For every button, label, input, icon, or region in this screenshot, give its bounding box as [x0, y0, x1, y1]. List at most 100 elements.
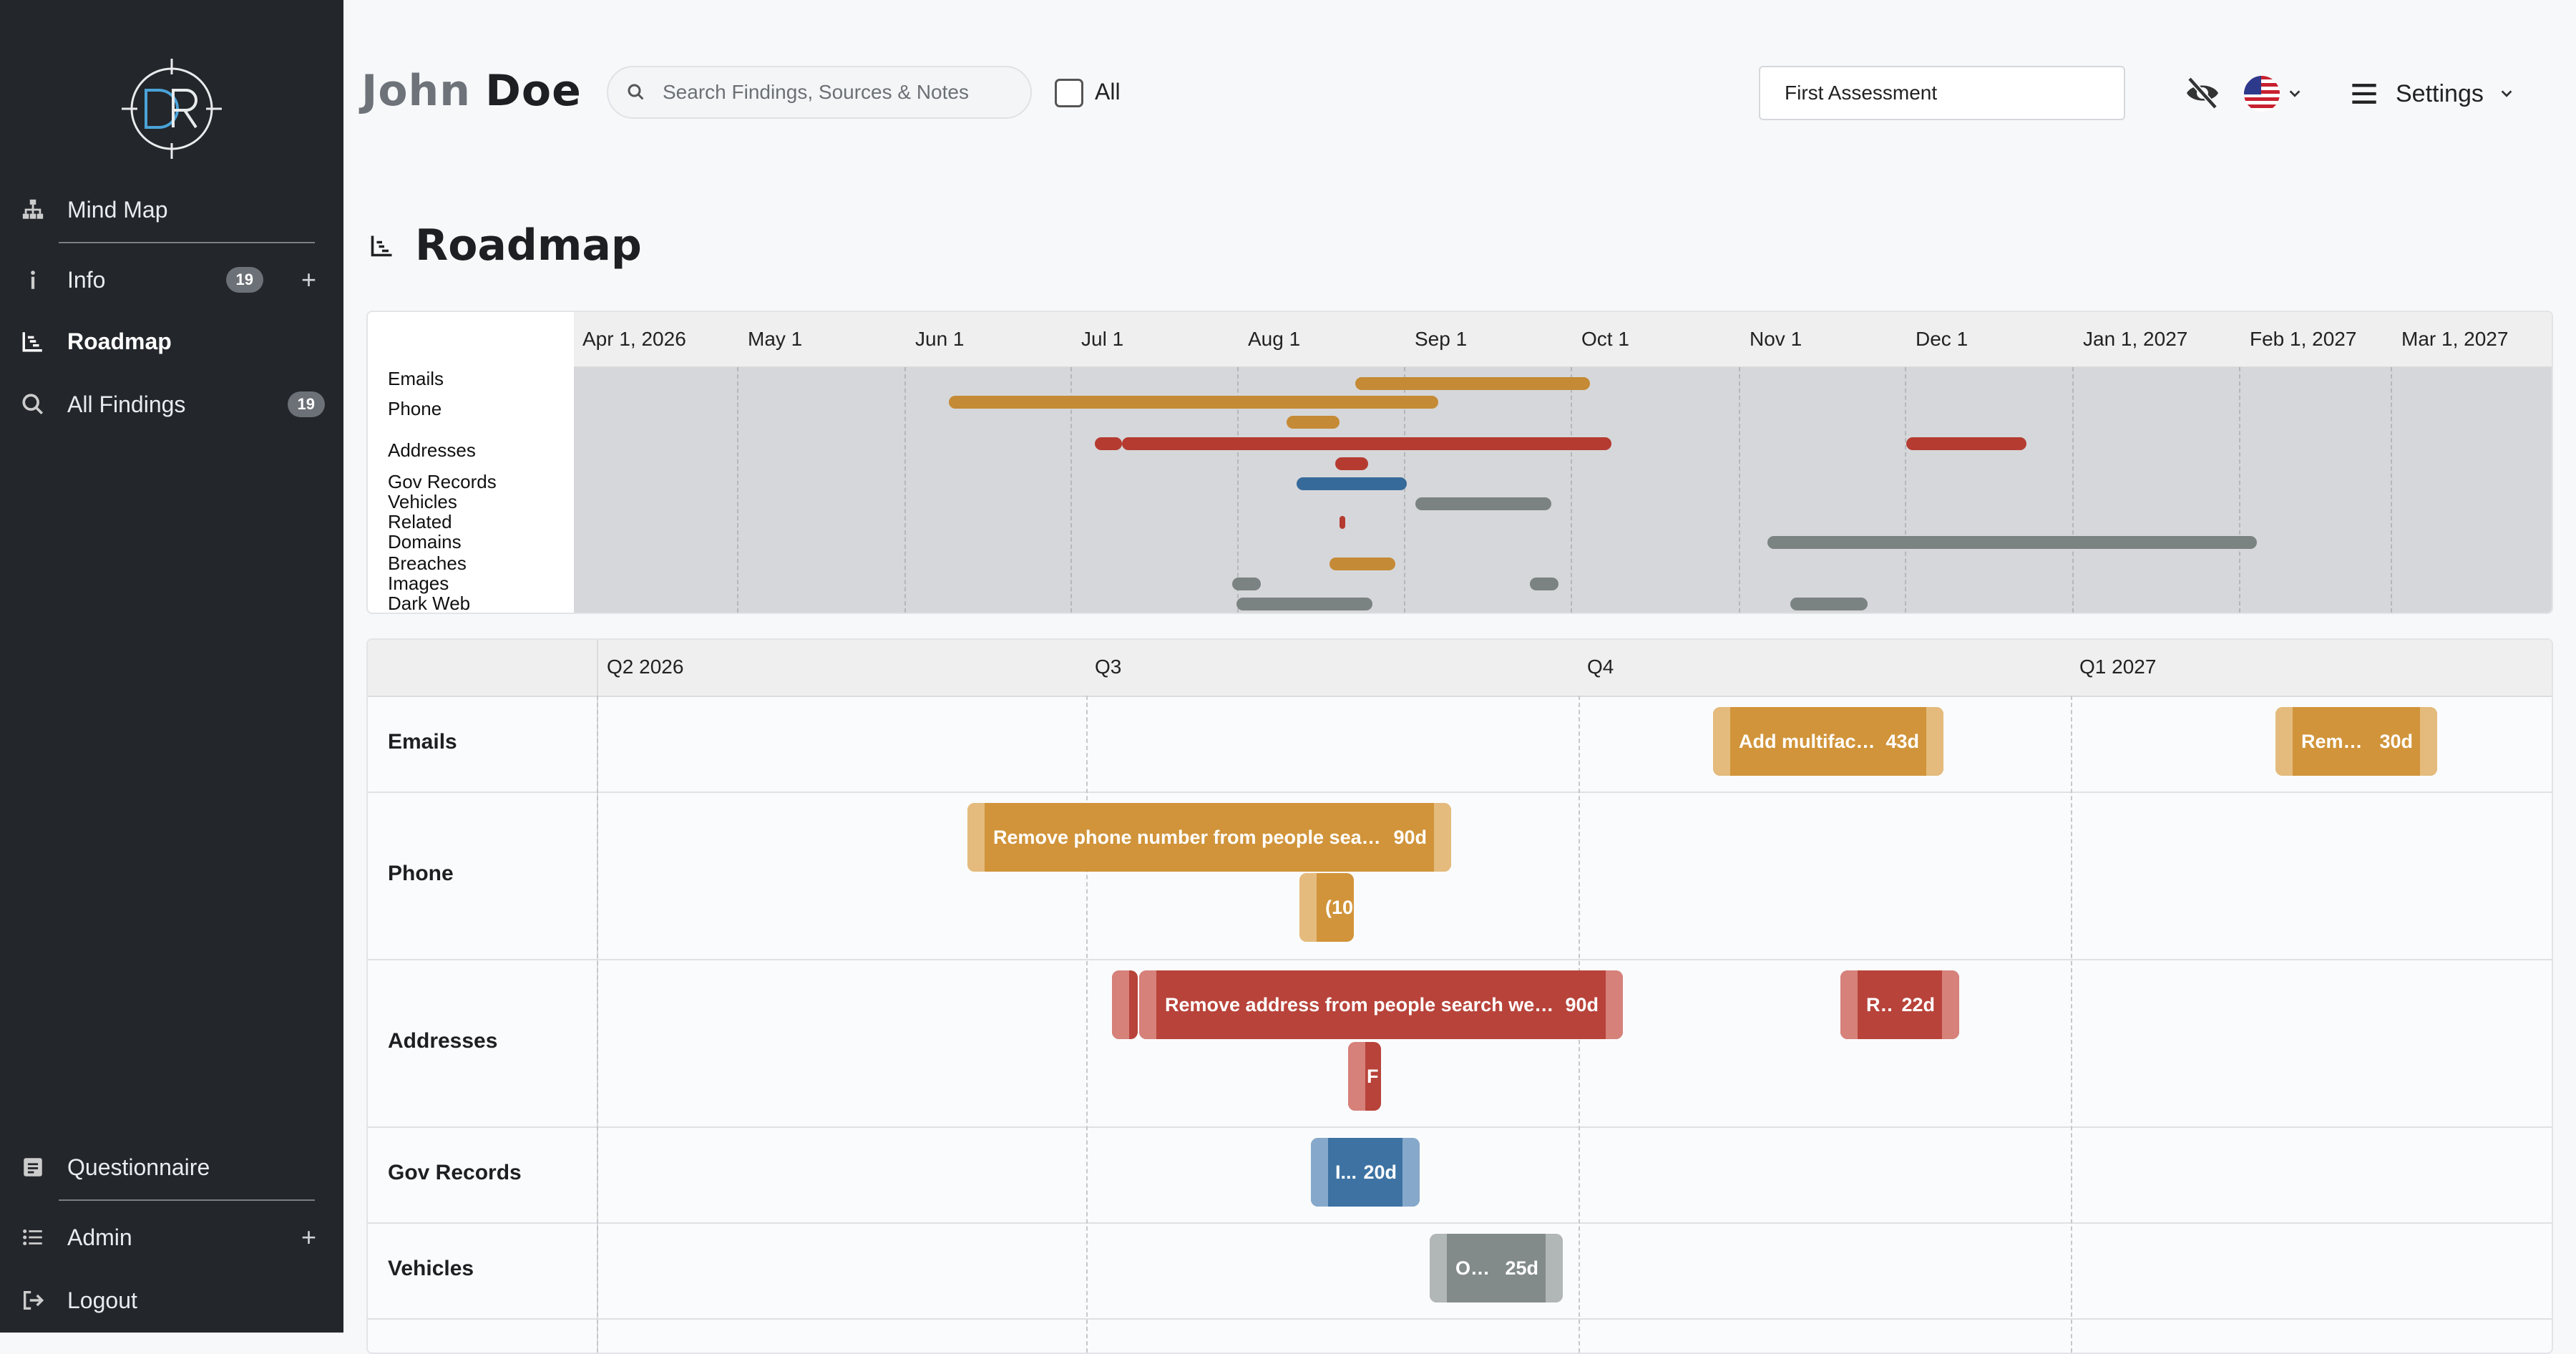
task-bar-vehicles[interactable]: Op... 25d	[1430, 1234, 1563, 1302]
quarter-gridline	[2071, 696, 2072, 1353]
task-label: F	[1367, 1065, 1379, 1087]
nav-logout[interactable]: Logout	[19, 1278, 325, 1323]
gantt-row-gov-records: Gov Records	[368, 1126, 2552, 1224]
info-count-badge: 19	[225, 267, 263, 293]
nav-mind-map[interactable]: Mind Map	[19, 187, 325, 232]
settings-menu[interactable]: Settings	[2350, 74, 2484, 113]
gridline	[2239, 367, 2240, 613]
gridline	[904, 367, 906, 613]
row-label: Addresses	[388, 1029, 498, 1053]
overview-bar-dark-web[interactable]	[1236, 598, 1372, 610]
nav-label: Mind Map	[67, 196, 168, 223]
assessment-select[interactable]: First Assessment	[1759, 66, 2125, 120]
task-duration: 90d	[1393, 826, 1427, 848]
nav-label: Logout	[67, 1287, 137, 1313]
nav-divider	[59, 242, 315, 243]
task-duration: 43d	[1885, 730, 1919, 752]
nav-label: Info	[67, 266, 106, 293]
row-label: Vehicles	[388, 1257, 474, 1280]
task-bar-addresses[interactable]: R... 22d	[1840, 970, 1959, 1039]
nav-all-findings[interactable]: All Findings 19	[19, 382, 325, 427]
findings-count-badge: 19	[287, 391, 325, 417]
gridline	[2391, 367, 2392, 613]
chevron-down-icon[interactable]	[2499, 86, 2514, 102]
overview-bar-phone[interactable]	[1287, 416, 1340, 429]
first-name: John	[361, 66, 471, 116]
overview-bar-emails[interactable]	[1355, 377, 1590, 390]
row-label: Gov Records	[388, 1161, 522, 1184]
overview-category-label: Domains	[388, 531, 462, 552]
overview-bar-related[interactable]	[1340, 516, 1345, 529]
task-label: Remove address from people search web...	[1165, 993, 1557, 1016]
task-bar-phone[interactable]: Remove phone number from people searc...…	[967, 803, 1451, 872]
task-duration: 25d	[1505, 1257, 1538, 1279]
gridline	[1571, 367, 1572, 613]
sitemap-icon	[19, 195, 47, 224]
overview-bar-phone[interactable]	[949, 396, 1438, 409]
task-bar-addresses[interactable]: Remove address from people search web...…	[1139, 970, 1623, 1039]
overview-bar-images[interactable]	[1232, 578, 1261, 590]
task-bar-gov-records[interactable]: I... 20d	[1311, 1138, 1420, 1207]
overview-category-label: Breaches	[388, 552, 467, 574]
quarter-label: Q1 2027	[2079, 656, 2157, 678]
overview-bar-vehicles[interactable]	[1415, 497, 1551, 510]
dr-logo	[122, 59, 222, 159]
eye-slash-icon[interactable]	[2184, 76, 2221, 110]
overview-category-label: Phone	[388, 398, 442, 419]
overview-bar-gov-records[interactable]	[1297, 477, 1407, 490]
task-duration: 22d	[1901, 993, 1935, 1016]
list-icon	[19, 1223, 47, 1252]
gridline	[1739, 367, 1740, 613]
overview-category-label: Emails	[388, 368, 444, 389]
task-bar-addresses[interactable]	[1112, 970, 1138, 1039]
settings-label: Settings	[2396, 79, 2484, 107]
month-label: Apr 1, 2026	[582, 328, 686, 350]
form-icon	[19, 1153, 47, 1182]
task-bar-emails[interactable]: Remo... 30d	[2275, 707, 2437, 776]
nav-info[interactable]: Info 19 +	[19, 258, 325, 302]
sidebar: Mind Map Info 19 + Roadmap All Findings …	[0, 0, 343, 1333]
gantt-row-emails: Emails	[368, 696, 2552, 793]
overview-timeline: Apr 1, 2026 May 1 Jun 1 Jul 1 Aug 1 Sep …	[366, 311, 2553, 614]
month-label: Dec 1	[1916, 328, 1968, 350]
nav-roadmap[interactable]: Roadmap	[19, 319, 325, 364]
task-bar-phone[interactable]: (10	[1299, 873, 1354, 942]
nav-questionnaire[interactable]: Questionnaire	[19, 1145, 325, 1189]
logout-icon	[19, 1286, 47, 1315]
info-icon	[19, 266, 47, 294]
quarter-gridline	[1086, 696, 1088, 1353]
add-info-button[interactable]: +	[301, 265, 316, 294]
gridline	[1404, 367, 1405, 613]
overview-bar-addresses[interactable]	[1122, 437, 1611, 450]
row-label: Phone	[388, 862, 454, 885]
nav-label: All Findings	[67, 391, 186, 417]
overview-category-label: Images	[388, 573, 449, 594]
page-title: Roadmap	[369, 220, 642, 271]
task-label: I...	[1335, 1161, 1357, 1183]
overview-bar-addresses[interactable]	[1906, 437, 2026, 450]
gantt-row-phone: Phone	[368, 792, 2552, 960]
overview-bar-domains[interactable]	[1767, 536, 2257, 549]
overview-bar-addresses[interactable]	[1095, 437, 1122, 450]
chart-line-icon	[19, 327, 47, 356]
chevron-down-icon[interactable]	[2287, 86, 2303, 102]
task-label: Op...	[1455, 1257, 1497, 1279]
add-admin-button[interactable]: +	[301, 1222, 316, 1252]
overview-bar-images[interactable]	[1530, 578, 1558, 590]
roadmap-gantt: Q2 2026 Q3 Q4 Q1 2027 Emails Phone Addre…	[366, 638, 2553, 1354]
task-label: Add multifact...	[1739, 730, 1878, 752]
search-input[interactable]	[661, 80, 1022, 104]
nav-label: Questionnaire	[67, 1154, 210, 1180]
task-bar-emails[interactable]: Add multifact... 43d	[1713, 707, 1943, 776]
gantt-row-addresses: Addresses	[368, 959, 2552, 1128]
overview-bar-addresses[interactable]	[1335, 457, 1368, 470]
task-duration: 30d	[2379, 730, 2413, 752]
all-checkbox[interactable]	[1055, 79, 1083, 107]
overview-bar-dark-web[interactable]	[1790, 598, 1868, 610]
overview-bar-breaches[interactable]	[1330, 557, 1395, 570]
gridline	[737, 367, 738, 613]
chart-line-icon	[371, 235, 392, 257]
task-bar-addresses[interactable]: F	[1348, 1042, 1381, 1111]
us-flag-icon[interactable]	[2244, 76, 2280, 112]
nav-admin[interactable]: Admin +	[19, 1215, 325, 1260]
